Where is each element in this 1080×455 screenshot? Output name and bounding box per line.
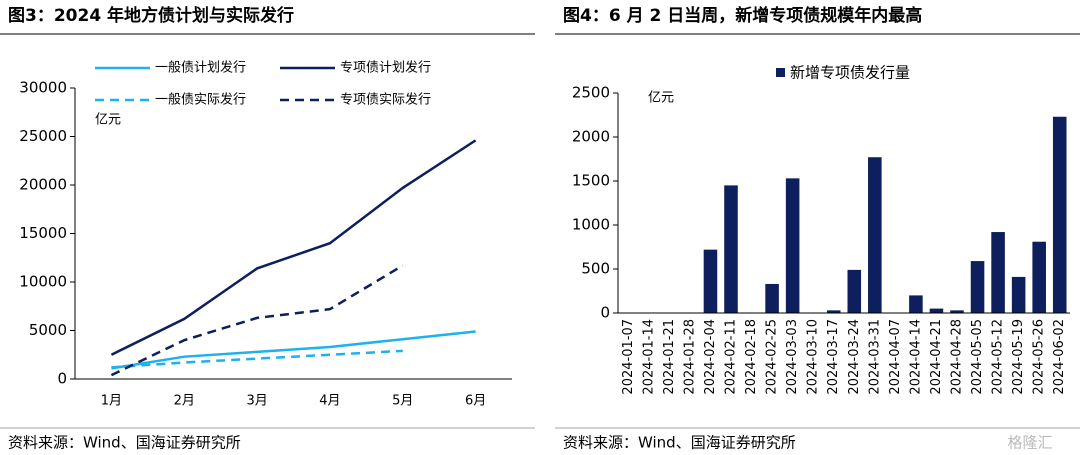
x-tick-label: 2024-02-11 [724,319,739,395]
x-tick-label: 2024-06-02 [1052,319,1067,395]
bar [868,157,882,313]
y-tick-label: 20000 [19,176,67,194]
legend-swatch [776,68,785,77]
series-line [111,330,476,370]
x-tick-label: 2024-03-31 [867,319,882,395]
bar [1052,116,1067,313]
x-tick-label: 2024-05-19 [1011,319,1026,395]
bar [847,269,862,313]
legend-label: 新增专项债发行量 [790,64,910,82]
legend-label: 一般债计划发行 [155,60,246,76]
y-tick-label: 1000 [572,216,610,234]
chart-title: 图4：6 月 2 日当周，新增专项债规模年内最高 [563,5,922,26]
x-tick-label: 2024-05-05 [970,319,985,395]
x-tick-label: 2024-01-14 [641,319,656,395]
y-tick-label: 0 [57,370,67,388]
x-tick-label: 5月 [392,394,413,409]
y-tick-label: 2500 [572,84,610,102]
bar [785,178,800,313]
x-tick-label: 2024-04-14 [908,319,923,395]
x-tick-label: 2024-02-18 [744,319,759,395]
y-tick-label: 500 [581,260,610,278]
bar [970,261,985,313]
x-tick-label: 2024-02-25 [765,319,780,395]
x-tick-label: 1月 [101,394,122,409]
y-tick-label: 2000 [572,128,610,146]
y-tick-label: 0 [600,304,610,322]
bar [826,310,841,313]
y-tick-label: 15000 [19,224,67,242]
y-tick-label: 5000 [29,321,67,339]
x-tick-label: 2024-04-07 [888,319,903,395]
chart-title: 图3：2024 年地方债计划与实际发行 [8,5,294,26]
x-tick-label: 2024-01-21 [662,319,677,395]
series-line [110,139,477,356]
x-tick-label: 2024-05-12 [991,319,1006,395]
x-tick-label: 2月 [174,394,195,409]
y-unit: 亿元 [648,91,674,106]
y-tick-label: 25000 [19,127,67,145]
bar [724,185,738,313]
legend-label: 专项债计划发行 [340,60,431,76]
watermark: 格隆汇 [1007,434,1052,452]
source: 资料来源：Wind、国海证券研究所 [8,434,241,452]
y-tick-label: 1500 [572,172,610,190]
bar [1011,276,1026,313]
x-tick-label: 2024-01-28 [682,319,697,395]
x-tick-label: 4月 [319,394,340,409]
x-tick-label: 6月 [465,394,486,409]
x-tick-label: 2024-02-04 [703,319,718,395]
x-tick-label: 2024-03-10 [806,319,821,395]
bar [929,308,944,313]
x-tick-label: 2024-03-24 [847,319,862,395]
y-tick-label: 30000 [19,79,67,97]
legend-label: 一般债实际发行 [155,92,246,108]
bar [991,232,1005,313]
source: 资料来源：Wind、国海证券研究所 [563,434,796,452]
bar [950,310,964,313]
x-tick-label: 2024-05-26 [1032,319,1047,395]
x-tick-label: 2024-03-03 [785,319,800,395]
series-line [110,264,404,377]
x-tick-label: 2024-04-28 [950,319,965,395]
x-tick-label: 2024-01-07 [621,319,636,395]
x-tick-label: 2024-03-17 [826,319,841,395]
series-line [111,349,403,369]
y-unit: 亿元 [95,113,121,128]
bar [703,249,718,313]
bar [1032,241,1046,313]
bar [909,295,923,313]
legend-label: 专项债实际发行 [340,92,431,108]
x-tick-label: 2024-04-21 [929,319,944,395]
x-tick-label: 3月 [246,394,267,409]
y-tick-label: 10000 [19,273,67,291]
bar [765,283,779,313]
